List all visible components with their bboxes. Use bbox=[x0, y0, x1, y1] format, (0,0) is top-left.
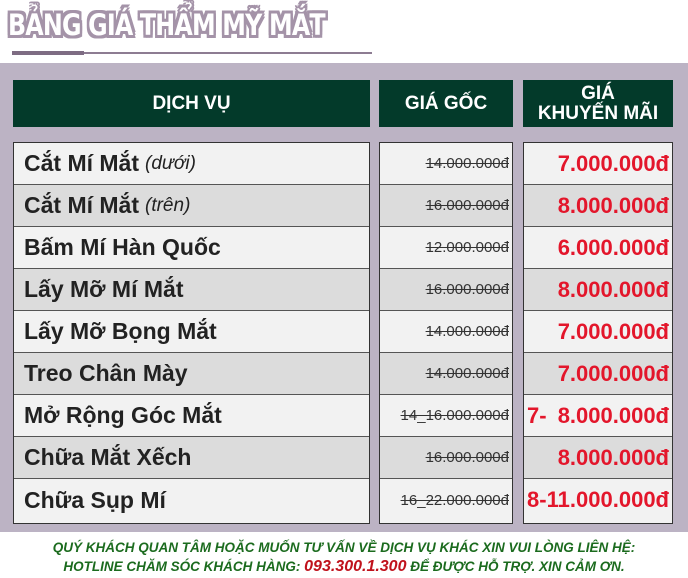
original-price-cell: 14.000.000đ bbox=[380, 143, 512, 185]
service-note: (trên) bbox=[145, 194, 191, 216]
promo-price-cell: 8- 11.000.000đ bbox=[524, 479, 672, 521]
service-row: Chữa Sụp Mí bbox=[14, 479, 369, 521]
original-price-column: 14.000.000đ 16.000.000đ 12.000.000đ 16.000.… bbox=[379, 142, 513, 524]
promo-price: 8.000.000đ bbox=[557, 444, 669, 470]
page-title: BẢNG GIÁ THẨM MỸ MẮT bbox=[8, 8, 326, 42]
promo-price-cell: 6.000.000đ bbox=[524, 227, 672, 269]
service-name: Cắt Mí Mắt bbox=[24, 192, 139, 218]
promo-price-cell: 8.000.000đ bbox=[524, 437, 672, 479]
original-price-cell: 14.000.000đ bbox=[380, 353, 512, 395]
original-price-cell: 16_22.000.000đ bbox=[400, 491, 509, 509]
service-name: Mở Rộng Góc Mắt bbox=[24, 402, 222, 428]
footer-line2: HOTLINE CHĂM SÓC KHÁCH HÀNG: 093.300.1.3… bbox=[0, 557, 688, 576]
service-row: Lấy Mỡ Bọng Mắt bbox=[14, 311, 369, 353]
title-underline-accent bbox=[12, 51, 84, 55]
promo-price-column: 7.000.000đ 8.000.000đ 6.000.000đ 8.000.000đ… bbox=[523, 142, 673, 524]
promo-price: 7.000.000đ bbox=[557, 150, 669, 176]
service-name: Cắt Mí Mắt bbox=[24, 150, 139, 176]
service-name: Chữa Mắt Xếch bbox=[24, 444, 192, 470]
service-row: Chữa Mắt Xếch bbox=[14, 437, 369, 479]
service-column: Cắt Mí Mắt (dưới) Cắt Mí Mắt (trên) Bấm Mí H… bbox=[13, 142, 370, 524]
original-price-cell: 14_16.000.000đ bbox=[380, 395, 512, 437]
promo-price-cell: 7.000.000đ bbox=[524, 311, 672, 353]
service-name: Chữa Sụp Mí bbox=[24, 486, 166, 513]
original-price-cell: 16.000.000đ bbox=[380, 269, 512, 311]
service-note: (dưới) bbox=[145, 152, 196, 174]
service-row: Mở Rộng Góc Mắt bbox=[14, 395, 369, 437]
promo-prefix: 7- bbox=[527, 402, 547, 428]
service-name: Lấy Mỡ Mí Mắt bbox=[24, 276, 184, 302]
original-price-cell: 14.000.000đ bbox=[380, 311, 512, 353]
original-price-cell: 16.000.000đ bbox=[380, 437, 512, 479]
promo-price-cell: 8.000.000đ bbox=[524, 185, 672, 227]
service-row: Lấy Mỡ Mí Mắt bbox=[14, 269, 369, 311]
footer-line2-prefix: HOTLINE CHĂM SÓC KHÁCH HÀNG: bbox=[63, 559, 305, 574]
original-price-cell: 12.000.000đ bbox=[380, 227, 512, 269]
header-original-price: GIÁ GỐC bbox=[379, 80, 513, 127]
promo-price: 8.000.000đ bbox=[557, 276, 669, 302]
service-row: Cắt Mí Mắt (trên) bbox=[14, 185, 369, 227]
service-name: Bấm Mí Hàn Quốc bbox=[24, 234, 221, 260]
title-underline bbox=[12, 52, 372, 54]
footer-line1: QUÝ KHÁCH QUAN TÂM HOẶC MUỐN TƯ VẤN VỀ D… bbox=[52, 540, 636, 555]
header-service: DỊCH VỤ bbox=[13, 80, 370, 127]
promo-price-cell: 7.000.000đ bbox=[524, 143, 672, 185]
original-price-cell: 16.000.000đ bbox=[380, 185, 512, 227]
header-promo-line2: KHUYẾN MÃI bbox=[537, 102, 659, 124]
promo-price-cell: 7- 8.000.000đ bbox=[524, 395, 672, 437]
hotline-number[interactable]: 093.300.1.300 bbox=[304, 558, 407, 575]
price-table: DỊCH VỤ GIÁ GỐC GIÁ KHUYẾN MÃI Cắt Mí Mắ… bbox=[0, 63, 688, 532]
promo-price: 8.000.000đ bbox=[557, 192, 669, 218]
service-row: Bấm Mí Hàn Quốc bbox=[14, 227, 369, 269]
header-promo-line1: GIÁ bbox=[581, 82, 615, 104]
service-name: Treo Chân Mày bbox=[24, 360, 188, 386]
promo-price: 8.000.000đ bbox=[557, 402, 669, 428]
footer-line2-suffix: ĐỂ ĐƯỢC HỖ TRỢ. XIN CẢM ƠN. bbox=[406, 559, 625, 574]
service-name: Lấy Mỡ Bọng Mắt bbox=[24, 318, 217, 344]
promo-price: 6.000.000đ bbox=[557, 234, 669, 260]
promo-price: 11.000.000đ bbox=[546, 487, 669, 512]
footer-note: QUÝ KHÁCH QUAN TÂM HOẶC MUỐN TƯ VẤN VỀ D… bbox=[0, 538, 688, 576]
promo-price: 7.000.000đ bbox=[557, 318, 669, 344]
promo-prefix: 8- bbox=[527, 487, 547, 512]
promo-price: 7.000.000đ bbox=[557, 360, 669, 386]
promo-price-cell: 8.000.000đ bbox=[524, 269, 672, 311]
header-promo-price: GIÁ KHUYẾN MÃI bbox=[523, 80, 673, 127]
service-row: Cắt Mí Mắt (dưới) bbox=[14, 143, 369, 185]
promo-price-cell: 7.000.000đ bbox=[524, 353, 672, 395]
service-row: Treo Chân Mày bbox=[14, 353, 369, 395]
